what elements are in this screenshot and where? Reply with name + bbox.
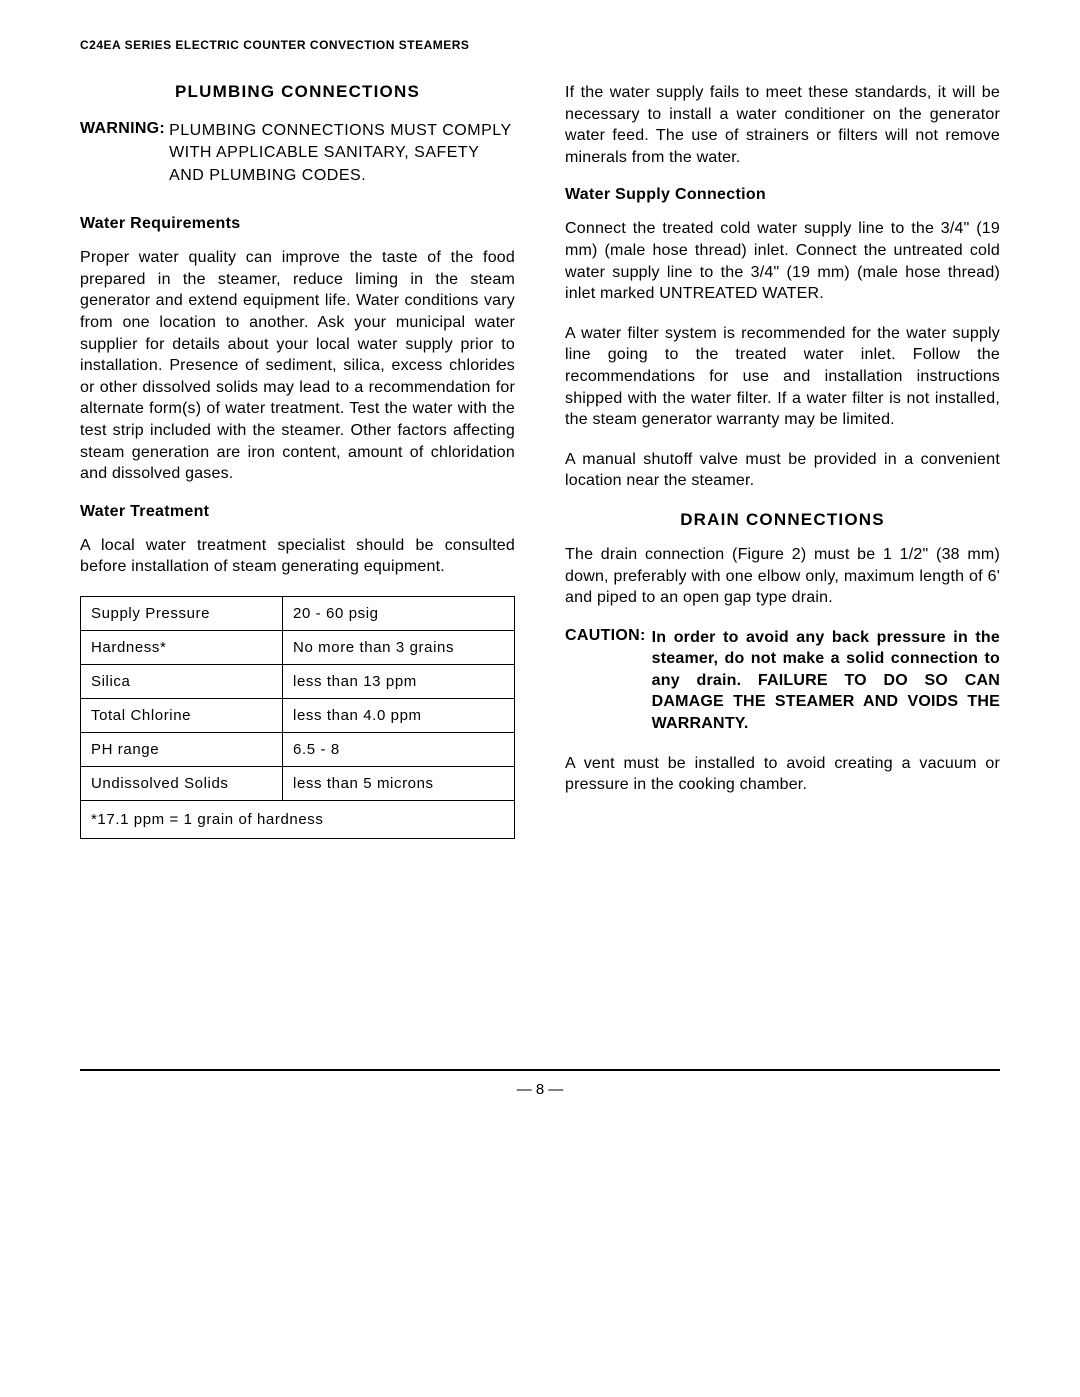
caution-label: CAUTION: — [565, 627, 646, 735]
document-header: C24EA SERIES ELECTRIC COUNTER CONVECTION… — [80, 38, 1000, 52]
table-cell: less than 4.0 ppm — [283, 698, 515, 732]
table-cell: Hardness* — [81, 630, 283, 664]
table-footnote-row: *17.1 ppm = 1 grain of hardness — [81, 800, 515, 838]
water-requirements-heading: Water Requirements — [80, 215, 515, 233]
supply-text-3: A manual shutoff valve must be provided … — [565, 449, 1000, 492]
supply-text-2: A water filter system is recommended for… — [565, 323, 1000, 431]
table-row: Silica less than 13 ppm — [81, 664, 515, 698]
left-column: PLUMBING CONNECTIONS WARNING: PLUMBING C… — [80, 82, 515, 839]
table-cell: 6.5 - 8 — [283, 732, 515, 766]
table-cell: Undissolved Solids — [81, 766, 283, 800]
table-footnote: *17.1 ppm = 1 grain of hardness — [81, 800, 515, 838]
table-cell: 20 - 60 psig — [283, 596, 515, 630]
caution-text: In order to avoid any back pressure in t… — [652, 627, 1000, 735]
plumbing-connections-title: PLUMBING CONNECTIONS — [80, 82, 515, 102]
supply-text-1: Connect the treated cold water supply li… — [565, 218, 1000, 304]
table-row: Undissolved Solids less than 5 microns — [81, 766, 515, 800]
warning-block: WARNING: PLUMBING CONNECTIONS MUST COMPL… — [80, 120, 515, 187]
warning-label: WARNING: — [80, 120, 165, 187]
drain-text: The drain connection (Figure 2) must be … — [565, 544, 1000, 609]
intro-text: If the water supply fails to meet these … — [565, 82, 1000, 168]
caution-block: CAUTION: In order to avoid any back pres… — [565, 627, 1000, 735]
vent-text: A vent must be installed to avoid creati… — [565, 753, 1000, 796]
page-footer: — 8 — — [80, 1069, 1000, 1098]
table-cell: PH range — [81, 732, 283, 766]
page-number: — 8 — — [517, 1081, 564, 1098]
two-column-content: PLUMBING CONNECTIONS WARNING: PLUMBING C… — [80, 82, 1000, 839]
table-cell: less than 5 microns — [283, 766, 515, 800]
table-cell: Total Chlorine — [81, 698, 283, 732]
water-spec-table: Supply Pressure 20 - 60 psig Hardness* N… — [80, 596, 515, 839]
water-requirements-text: Proper water quality can improve the tas… — [80, 247, 515, 485]
table-cell: Supply Pressure — [81, 596, 283, 630]
table-row: PH range 6.5 - 8 — [81, 732, 515, 766]
table-cell: No more than 3 grains — [283, 630, 515, 664]
water-supply-connection-heading: Water Supply Connection — [565, 186, 1000, 204]
table-cell: Silica — [81, 664, 283, 698]
drain-connections-title: DRAIN CONNECTIONS — [565, 510, 1000, 530]
table-row: Total Chlorine less than 4.0 ppm — [81, 698, 515, 732]
table-cell: less than 13 ppm — [283, 664, 515, 698]
water-treatment-text: A local water treatment specialist shoul… — [80, 535, 515, 578]
warning-text: PLUMBING CONNECTIONS MUST COMPLY WITH AP… — [169, 120, 515, 187]
right-column: If the water supply fails to meet these … — [565, 82, 1000, 839]
table-row: Supply Pressure 20 - 60 psig — [81, 596, 515, 630]
water-treatment-heading: Water Treatment — [80, 503, 515, 521]
table-row: Hardness* No more than 3 grains — [81, 630, 515, 664]
